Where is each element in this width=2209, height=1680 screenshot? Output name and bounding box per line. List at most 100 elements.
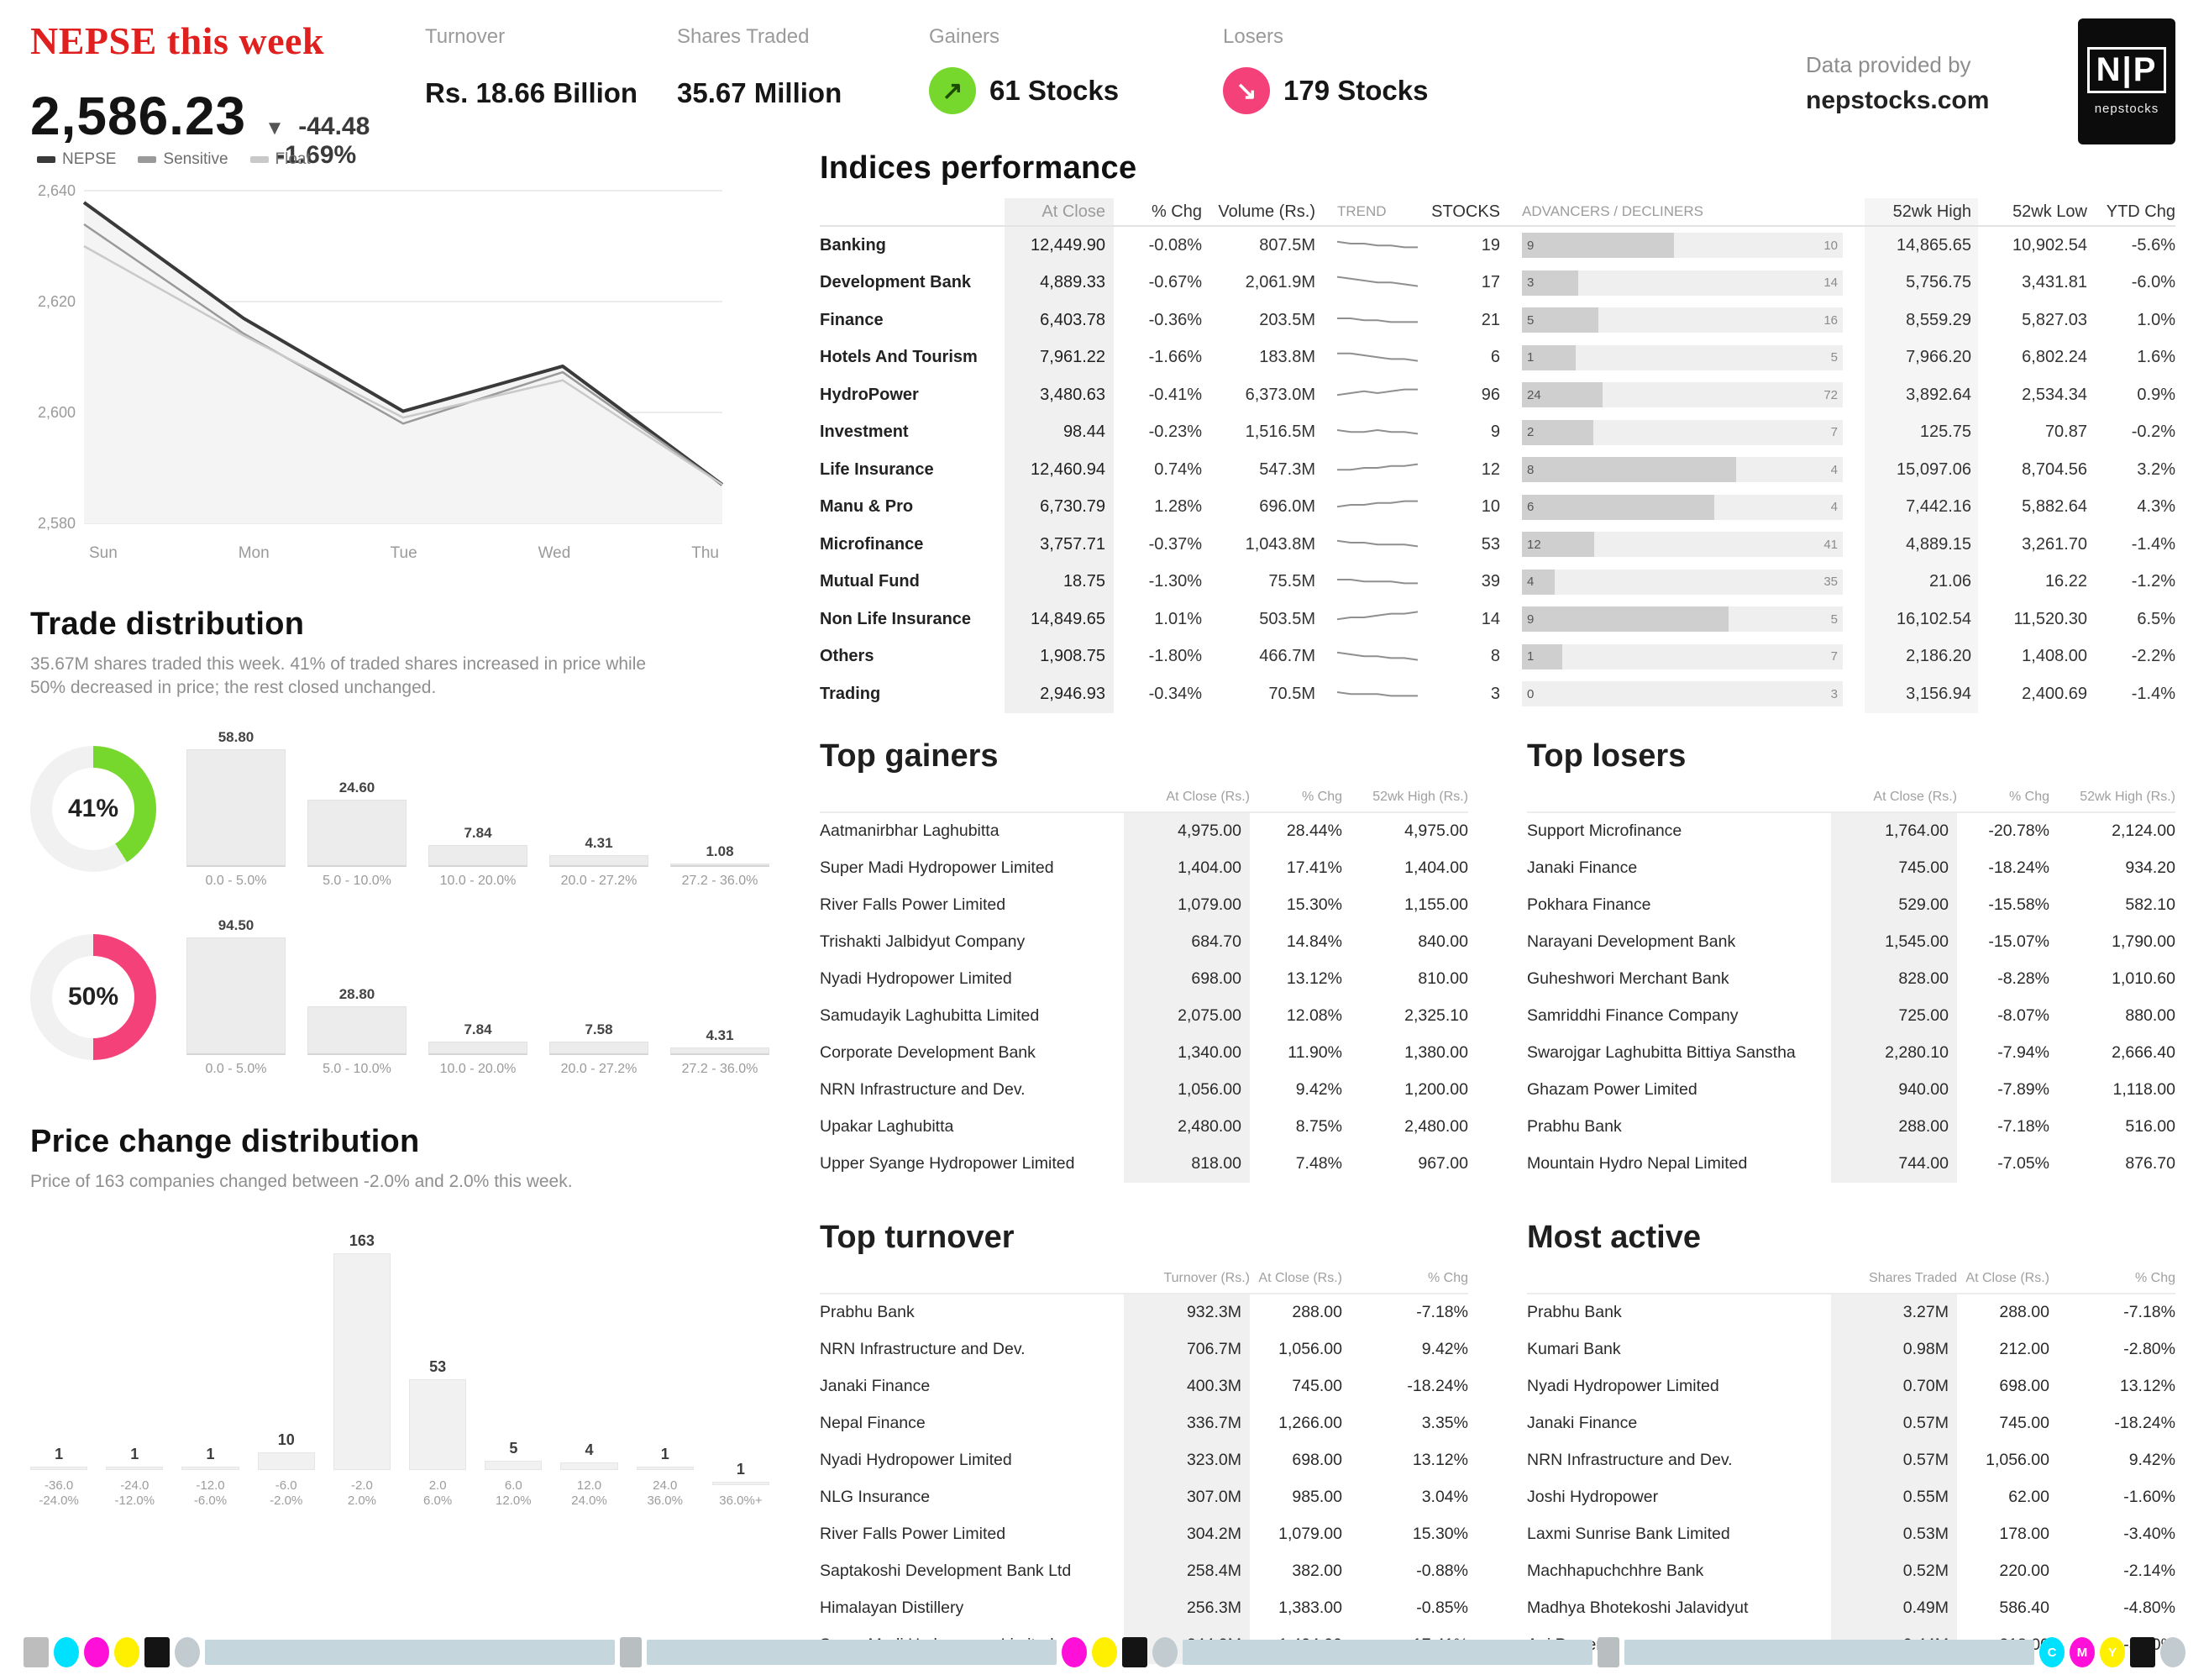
legend-swatch xyxy=(138,156,157,163)
value-3: 934.20 xyxy=(2125,858,2175,877)
advancers-count: 1 xyxy=(1527,649,1535,664)
provider-site[interactable]: nepstocks.com xyxy=(1806,87,1990,114)
52wk-low-value: 16.22 xyxy=(2044,572,2087,591)
volume-value: 807.5M xyxy=(1259,235,1315,255)
advancers-bar xyxy=(1522,606,1729,633)
advancers-count: 6 xyxy=(1527,500,1535,515)
sparkline-svg xyxy=(1337,579,1418,585)
ytd-chg-value: 0.9% xyxy=(2137,385,2175,404)
bar-value-label: 1 xyxy=(55,1445,64,1462)
ytd-chg-value: 6.5% xyxy=(2137,609,2175,628)
calibration-bar xyxy=(1624,1640,2034,1665)
value-2: 14.84% xyxy=(1286,932,1342,951)
gainers-distribution-block: 41% 58.80 0.0 - 5.0% 24.60 5.0 - 10.0% 7.84 1… xyxy=(30,729,769,889)
volume-value: 1,043.8M xyxy=(1245,534,1315,554)
advancers-count: 5 xyxy=(1527,312,1535,328)
histogram-bin: 24.60 5.0 - 10.0% xyxy=(307,729,407,889)
value-1: 0.70M xyxy=(1831,1368,1957,1405)
value-2: -20.78% xyxy=(1988,822,2049,840)
legend-swatch xyxy=(249,156,269,163)
col-header-volume: Volume (Rs.) xyxy=(1218,202,1315,221)
at-close-value: 14,849.65 xyxy=(1005,601,1114,638)
sparkline-svg xyxy=(1336,276,1419,287)
magenta-dot: M xyxy=(2070,1637,2095,1667)
value-3: 2,325.10 xyxy=(1404,1006,1468,1025)
value-1: 529.00 xyxy=(1831,886,1957,924)
bin-range-label: 10.0 - 20.0% xyxy=(439,873,517,888)
bin-range-label: 5.0 - 10.0% xyxy=(323,873,391,888)
at-close-value: 12,449.90 xyxy=(1005,227,1114,265)
table-row: Prabhu Bank 3.27M 288.00 -7.18% xyxy=(1527,1294,2175,1331)
at-close-value: 98.44 xyxy=(1005,413,1114,451)
at-close-value: 3,480.63 xyxy=(1005,376,1114,414)
trend-sparkline xyxy=(1315,419,1425,445)
bar-separator xyxy=(620,1637,642,1667)
table-row: NLG Insurance 307.0M 985.00 3.04% xyxy=(820,1478,1468,1516)
index-change-percent: -1.69% xyxy=(276,141,357,169)
histogram-bin: 58.80 0.0 - 5.0% xyxy=(186,729,286,889)
bin-range-label: 27.2 - 36.0% xyxy=(681,1061,758,1076)
stock-name: Prabhu Bank xyxy=(820,1303,915,1321)
advancers-bar xyxy=(1522,270,1579,296)
at-close-value: 6,730.79 xyxy=(1005,488,1114,526)
stock-name: Prabhu Bank xyxy=(1527,1117,1622,1136)
indices-row: Microfinance 3,757.71 -0.37% 1,043.8M 53 12 41… xyxy=(820,526,2175,564)
advancers-decliners-cell: 9 10 xyxy=(1500,233,1865,259)
bar-value-label: 24.60 xyxy=(338,780,375,796)
value-3: 13.12% xyxy=(2119,1377,2175,1395)
value-1: 307.0M xyxy=(1124,1478,1250,1516)
table-row: Nyadi Hydropower Limited 698.00 13.12% 810.… xyxy=(820,960,1468,998)
histogram-bin: 1 24.0 36.0% xyxy=(636,1232,694,1509)
volume-value: 70.5M xyxy=(1268,684,1315,703)
value-3: -0.88% xyxy=(1416,1562,1468,1580)
value-2: 17.41% xyxy=(1286,858,1342,877)
histogram-bar xyxy=(333,1253,391,1470)
table-row: Trishakti Jalbidyut Company 684.70 14.84% 8… xyxy=(820,923,1468,961)
table-row: NRN Infrastructure and Dev. 1,056.00 9.42%… xyxy=(820,1071,1468,1109)
stock-name: NRN Infrastructure and Dev. xyxy=(820,1340,1026,1358)
table-row: Janaki Finance 400.3M 745.00 -18.24% xyxy=(820,1368,1468,1405)
value-3: 13.12% xyxy=(1412,1451,1468,1469)
advancers-bar xyxy=(1522,457,1736,483)
value-1: 0.57M xyxy=(1831,1441,1957,1479)
at-close-value: 1,908.75 xyxy=(1005,638,1114,675)
value-1: 0.53M xyxy=(1831,1515,1957,1553)
advancers-decliners-cell: 5 16 xyxy=(1500,307,1865,333)
advancers-count: 4 xyxy=(1527,575,1535,590)
trend-sparkline xyxy=(1315,270,1425,296)
value-3: -4.80% xyxy=(2123,1599,2175,1617)
value-2: 28.44% xyxy=(1286,822,1342,840)
nepse-line-chart: 2,640 2,620 2,600 2,580 xyxy=(30,174,769,539)
bar-value-label: 4.31 xyxy=(585,834,613,851)
52wk-high-value: 8,559.29 xyxy=(1865,302,1978,339)
histogram-bin: 94.50 0.0 - 5.0% xyxy=(186,917,286,1077)
page-title: NEPSE this week xyxy=(30,19,324,62)
table-row: Upakar Laghubitta 2,480.00 8.75% 2,480.00 xyxy=(820,1108,1468,1146)
col-header-52wk-low: 52wk Low xyxy=(2012,202,2087,221)
value-2: -18.24% xyxy=(1988,858,2049,877)
value-1: 288.00 xyxy=(1831,1108,1957,1146)
ytd-chg-value: -1.2% xyxy=(2131,572,2175,591)
table-row: Narayani Development Bank 1,545.00 -15.07%… xyxy=(1527,923,2175,961)
col-header-at-close-rs-: At Close (Rs.) xyxy=(1873,789,1957,804)
value-1: 725.00 xyxy=(1831,997,1957,1035)
nepse-index-chart-section: NEPSE Sensitive Float 2,640 2,620 2,600 2,580… xyxy=(30,150,769,563)
advancers-decliners-cell: 4 35 xyxy=(1500,569,1865,595)
advancers-bar xyxy=(1522,233,1674,259)
value-1: 744.00 xyxy=(1831,1145,1957,1183)
52wk-high-value: 14,865.65 xyxy=(1865,227,1978,265)
stat-gainers: Gainers ↗ 61 Stocks xyxy=(929,18,1223,114)
decliners-count: 14 xyxy=(1823,276,1838,291)
value-1: 745.00 xyxy=(1831,849,1957,887)
black-patch xyxy=(1122,1637,1147,1667)
sparkline-svg xyxy=(1337,317,1418,323)
volume-value: 75.5M xyxy=(1268,572,1315,591)
col-header--chg: % Chg xyxy=(1427,1270,1468,1285)
magenta-dot xyxy=(1062,1637,1087,1667)
stat-turnover-value: Rs. 18.66 Billion xyxy=(425,77,638,108)
stock-name: Ghazam Power Limited xyxy=(1527,1080,1697,1099)
at-close-value: 18.75 xyxy=(1005,563,1114,601)
value-2: 745.00 xyxy=(1292,1377,1342,1395)
